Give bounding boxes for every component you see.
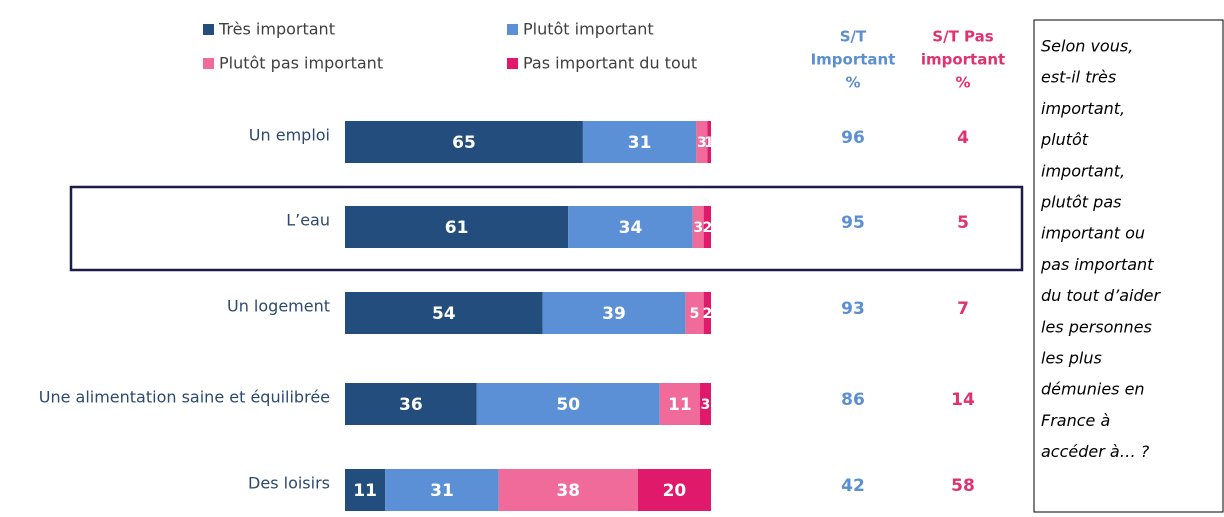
- column-header: %: [845, 74, 860, 92]
- column-header: %: [955, 74, 970, 92]
- bar-value-label: 5: [690, 306, 700, 322]
- category-label: Un logement: [227, 297, 330, 316]
- bar-segment: [707, 121, 711, 163]
- legend-label: Plutôt pas important: [219, 54, 383, 73]
- summary-value: 7: [957, 299, 969, 319]
- bar-value-label: 2: [702, 220, 712, 236]
- bar-value-label: 39: [602, 304, 626, 324]
- legend-label: Très important: [218, 20, 335, 39]
- question-line: important ou: [1041, 224, 1145, 243]
- category-label: Des loisirs: [248, 474, 330, 493]
- summary-value: 93: [841, 299, 865, 319]
- summary-value: 14: [951, 390, 975, 410]
- legend-swatch: [203, 58, 214, 69]
- bar-value-label: 61: [445, 218, 469, 238]
- bar-value-label: 31: [430, 481, 454, 501]
- summary-value: 86: [841, 390, 865, 410]
- bar-segment: [345, 292, 543, 334]
- bar-segment: [692, 206, 704, 248]
- bar-segment: [345, 206, 569, 248]
- bar-value-label: 1: [704, 135, 714, 151]
- highlight-box: [69, 185, 1024, 272]
- bar-value-label: 50: [556, 395, 580, 415]
- bar-value-label: 36: [399, 395, 423, 415]
- question-box: [1033, 19, 1224, 513]
- question-line: du tout d’aider: [1041, 286, 1161, 305]
- bar-segment: [568, 206, 693, 248]
- summary-value: 42: [841, 476, 865, 496]
- bar-segment: [696, 121, 708, 163]
- bar-value-label: 31: [628, 133, 652, 153]
- question-line: est-il très: [1041, 68, 1116, 87]
- bar-segment: [345, 469, 386, 511]
- bar-value-label: 11: [668, 395, 692, 415]
- column-header: Important: [811, 51, 896, 69]
- bar-value-label: 3: [701, 397, 711, 413]
- bar-value-label: 20: [663, 481, 687, 501]
- bar-segment: [703, 206, 711, 248]
- question-line: démunies en: [1041, 380, 1145, 399]
- bar-value-label: 11: [353, 481, 377, 501]
- bar-value-label: 54: [432, 304, 456, 324]
- bar-segment: [498, 469, 638, 511]
- bar-segment: [345, 383, 477, 425]
- question-line: France à: [1041, 411, 1110, 430]
- question-line: plutôt: [1040, 130, 1089, 149]
- bar-segment: [700, 383, 711, 425]
- category-label: Une alimentation saine et équilibrée: [39, 388, 330, 407]
- column-header: S/T: [840, 28, 867, 46]
- category-label: Un emploi: [249, 126, 330, 145]
- question-line: accéder à… ?: [1041, 442, 1150, 461]
- summary-value: 4: [957, 128, 969, 148]
- question-line: les personnes: [1041, 317, 1152, 336]
- bar-segment: [703, 292, 711, 334]
- question-line: pas important: [1040, 255, 1154, 274]
- legend-label: Pas important du tout: [523, 54, 697, 73]
- question-line: important,: [1041, 161, 1125, 180]
- bar-segment: [637, 469, 711, 511]
- bar-segment: [582, 121, 697, 163]
- bar-segment: [685, 292, 704, 334]
- column-header: important: [921, 51, 1005, 69]
- column-header: S/T Pas: [932, 28, 993, 46]
- bar-value-label: 65: [452, 133, 476, 153]
- bar-segment: [659, 383, 701, 425]
- legend-swatch: [203, 24, 214, 35]
- summary-value: 58: [951, 476, 975, 496]
- bar-value-label: 2: [702, 306, 712, 322]
- question-line: Selon vous,: [1041, 37, 1133, 56]
- bar-value-label: 3: [693, 220, 703, 236]
- legend-label: Plutôt important: [523, 20, 654, 39]
- bar-value-label: 34: [619, 218, 643, 238]
- bar-segment: [542, 292, 686, 334]
- bar-segment: [476, 383, 660, 425]
- legend-swatch: [507, 24, 518, 35]
- question-line: important,: [1041, 99, 1125, 118]
- summary-value: 96: [841, 128, 865, 148]
- bar-value-label: 38: [556, 481, 580, 501]
- bar-segment: [385, 469, 499, 511]
- question-line: plutôt pas: [1040, 193, 1121, 212]
- summary-value: 5: [957, 213, 969, 233]
- bar-segment: [345, 121, 583, 163]
- bar-value-label: 3: [697, 135, 707, 151]
- category-label: L’eau: [286, 211, 330, 230]
- question-line: les plus: [1041, 349, 1102, 368]
- summary-value: 95: [841, 213, 865, 233]
- legend-swatch: [507, 58, 518, 69]
